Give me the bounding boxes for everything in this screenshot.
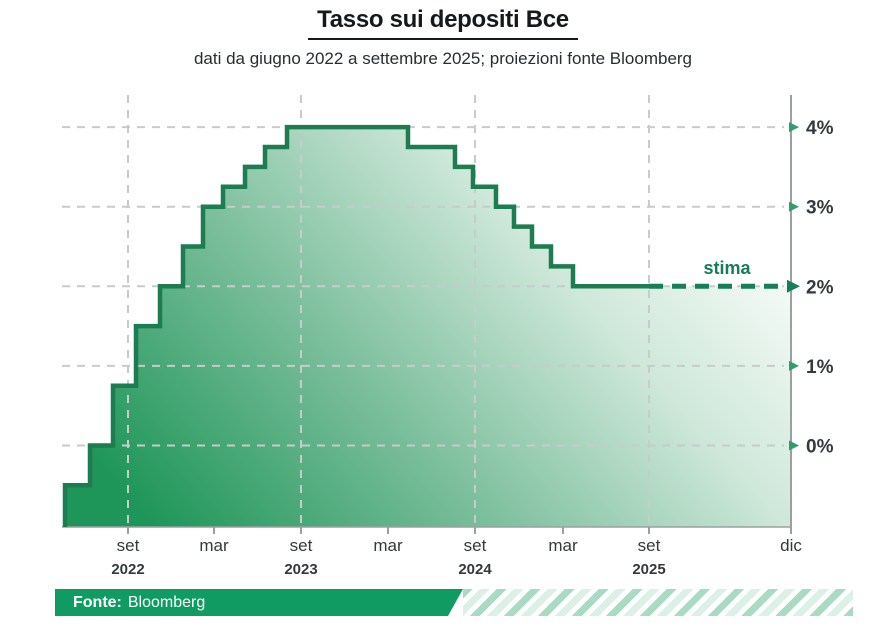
- y-tick-label-0%: 0%: [806, 437, 834, 458]
- series-line-layer: [62, 124, 786, 527]
- y-axis-arrow-icon-4%: [789, 122, 799, 133]
- area-fill-layer: [65, 127, 791, 527]
- y-axis-arrow-icon-2%: [787, 279, 800, 293]
- source-bar: Fonte: Bloomberg: [55, 589, 463, 616]
- y-axis-arrow-icon-3%: [789, 201, 799, 212]
- x-year-label-2023: 2023: [284, 561, 317, 578]
- y-tick-label-3%: 3%: [806, 198, 834, 219]
- chart-header: Tasso sui depositi Bce dati da giugno 20…: [0, 0, 886, 69]
- x-tick-label-mar: mar: [373, 536, 403, 555]
- footer: Fonte: Bloomberg: [0, 589, 886, 616]
- x-tick-label-mar: mar: [199, 536, 229, 555]
- title-underline: [308, 38, 578, 40]
- x-tick-label-set2023: set: [290, 536, 313, 555]
- x-year-label-2024: 2024: [458, 561, 492, 578]
- projection-label: stima: [703, 258, 751, 278]
- page-subtitle: dati da giugno 2022 a settembre 2025; pr…: [193, 49, 693, 68]
- axis-label-layer: 0% 1% 2% 3% 4% set 2022 mar set 2023 mar set 2024 mar…: [111, 118, 833, 578]
- rate-area-fill: [65, 127, 791, 527]
- x-tick-label-dic: dic: [780, 536, 802, 555]
- x-tick-label-set2024: set: [464, 536, 487, 555]
- decorative-stripes: [463, 589, 853, 616]
- x-tick-label-mar: mar: [548, 536, 578, 555]
- x-tick-label-set2025: set: [638, 536, 661, 555]
- deposit-rate-step-line: [62, 124, 649, 527]
- axis-layer: [62, 95, 800, 534]
- y-tick-label-2%: 2%: [806, 277, 834, 298]
- y-tick-label-1%: 1%: [806, 357, 834, 378]
- deposit-rate-step-chart: 0% 1% 2% 3% 4% set 2022 mar set 2023 mar set 2024 mar…: [62, 95, 834, 578]
- y-tick-label-4%: 4%: [806, 118, 834, 139]
- y-axis-arrow-icon-1%: [789, 360, 799, 371]
- page-title: Tasso sui depositi Bce: [317, 6, 569, 33]
- y-axis-arrow-icon-0%: [789, 440, 799, 451]
- x-tick-label-set2022: set: [117, 536, 140, 555]
- source-value: Bloomberg: [127, 593, 206, 611]
- x-year-label-2022: 2022: [111, 561, 144, 578]
- x-year-label-2025: 2025: [632, 561, 665, 578]
- source-label: Fonte:: [73, 593, 122, 611]
